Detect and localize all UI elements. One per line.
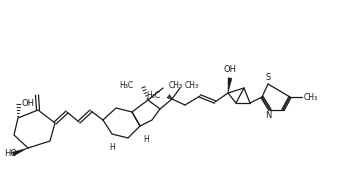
Text: H: H [109,143,115,153]
Text: CH₃: CH₃ [304,93,318,101]
Text: S: S [265,74,271,82]
Text: HO: HO [4,150,17,158]
Text: H₃C: H₃C [119,82,133,90]
Text: CH₃: CH₃ [185,80,199,90]
Polygon shape [228,78,232,93]
Text: OH: OH [21,98,34,108]
Text: H: H [143,135,149,145]
Text: OH: OH [224,65,237,74]
Text: H₃C: H₃C [146,91,160,101]
Polygon shape [12,148,28,156]
Text: CH₃: CH₃ [169,82,183,90]
Text: N: N [265,111,271,121]
